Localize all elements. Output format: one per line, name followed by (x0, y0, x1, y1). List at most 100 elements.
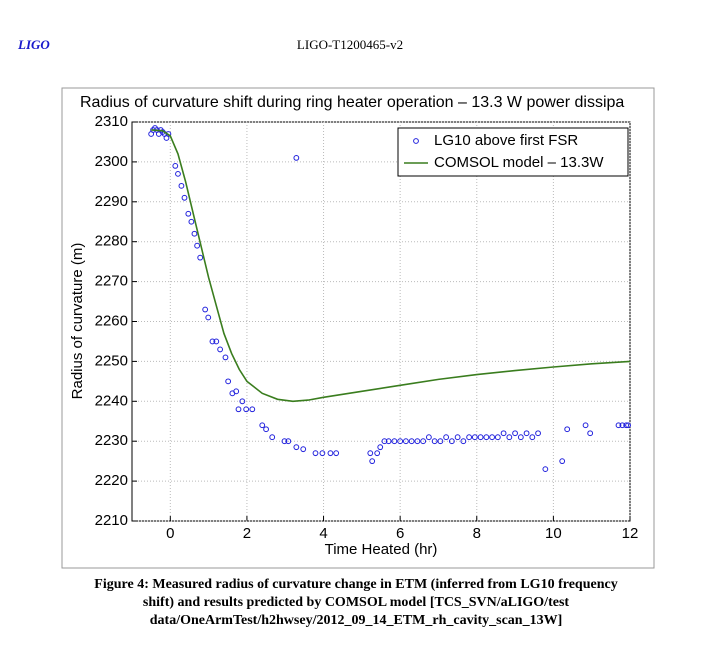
data-point (213, 338, 220, 345)
data-point (222, 354, 229, 361)
data-point (529, 434, 536, 441)
data-point (259, 422, 266, 429)
data-point (377, 444, 384, 451)
y-axis-label: Radius of curvature (m) (69, 243, 86, 400)
data-point (319, 450, 326, 457)
data-point (564, 426, 571, 433)
y-tick-label: 2210 (95, 512, 128, 529)
data-point (178, 182, 185, 189)
x-tick-label: 10 (545, 525, 562, 542)
data-point (471, 434, 478, 441)
y-tick-label: 2290 (95, 193, 128, 210)
data-point (477, 434, 484, 441)
y-tick-label: 2230 (95, 432, 128, 449)
x-tick-label: 8 (473, 525, 481, 542)
y-tick-label: 2280 (95, 233, 128, 250)
data-point (403, 438, 409, 445)
y-tick-label: 2240 (95, 392, 128, 409)
data-point (437, 438, 444, 445)
data-point (333, 450, 340, 457)
data-point (448, 438, 455, 445)
data-point (542, 466, 549, 473)
data-point (460, 438, 467, 445)
data-point (443, 434, 450, 441)
data-point (191, 230, 198, 237)
data-point (517, 434, 524, 441)
data-point (506, 434, 513, 441)
data-point (512, 430, 518, 437)
legend-swatch (413, 138, 419, 144)
data-point (293, 155, 300, 161)
data-point (281, 438, 288, 445)
data-point (431, 438, 438, 445)
data-point (494, 434, 501, 441)
data-point (185, 210, 192, 217)
y-tick-label: 2250 (95, 352, 128, 369)
data-point (172, 162, 179, 169)
data-point (217, 346, 224, 353)
data-point (188, 218, 195, 225)
data-point (420, 438, 427, 445)
data-point (205, 314, 212, 321)
data-point (239, 398, 246, 405)
caption-line: data/OneArmTest/h2hwsey/2012_09_14_ETM_r… (150, 613, 562, 628)
caption-line: Figure 4: Measured radius of curvature c… (94, 577, 617, 592)
x-tick-label: 2 (243, 525, 251, 542)
data-point (269, 434, 276, 441)
chart-title: Radius of curvature shift during ring he… (80, 94, 624, 111)
y-tick-label: 2300 (95, 153, 128, 170)
legend-label: LG10 above first FSR (434, 132, 578, 149)
legend-label: COMSOL model – 13.3W (434, 154, 604, 171)
data-point (535, 430, 541, 437)
data-point (181, 194, 188, 201)
data-point (425, 434, 432, 441)
x-tick-label: 12 (622, 525, 639, 542)
y-tick-label: 2220 (95, 472, 128, 489)
data-point (483, 434, 490, 441)
header-left: LIGO (17, 37, 50, 52)
data-point (619, 422, 626, 429)
y-tick-label: 2310 (95, 113, 128, 130)
data-point (263, 426, 269, 433)
data-point (197, 254, 204, 261)
data-point (397, 438, 404, 445)
data-point (243, 406, 250, 413)
data-point (623, 422, 630, 429)
data-point (414, 438, 421, 445)
data-point (312, 450, 319, 457)
data-point (466, 434, 473, 441)
data-point (615, 422, 622, 429)
data-point (625, 422, 631, 429)
data-point (300, 446, 307, 453)
data-point (235, 406, 242, 413)
data-point (194, 242, 201, 249)
model-line (151, 129, 631, 403)
data-point (209, 338, 216, 345)
data-point (374, 450, 381, 457)
data-point (408, 438, 415, 445)
data-point (381, 438, 388, 445)
data-point (489, 434, 495, 441)
data-point (391, 438, 398, 445)
data-point (293, 444, 300, 451)
data-point (582, 422, 589, 429)
data-point (500, 430, 507, 437)
data-point (587, 430, 594, 437)
legend-box (397, 127, 629, 177)
x-tick-label: 6 (396, 525, 404, 542)
x-axis-label: Time Heated (hr) (325, 541, 438, 558)
data-point (175, 170, 181, 177)
y-tick-label: 2270 (95, 273, 128, 290)
data-point (225, 378, 232, 385)
data-point (327, 450, 334, 457)
x-tick-label: 4 (319, 525, 327, 542)
y-tick-label: 2260 (95, 312, 128, 329)
caption-line: shift) and results predicted by COMSOL m… (143, 595, 569, 610)
data-point (249, 406, 256, 413)
x-tick-label: 0 (166, 525, 174, 542)
header-right: LIGO-T1200465-v2 (297, 37, 403, 52)
data-point (233, 388, 240, 395)
data-point (367, 450, 374, 457)
data-point (202, 306, 209, 313)
